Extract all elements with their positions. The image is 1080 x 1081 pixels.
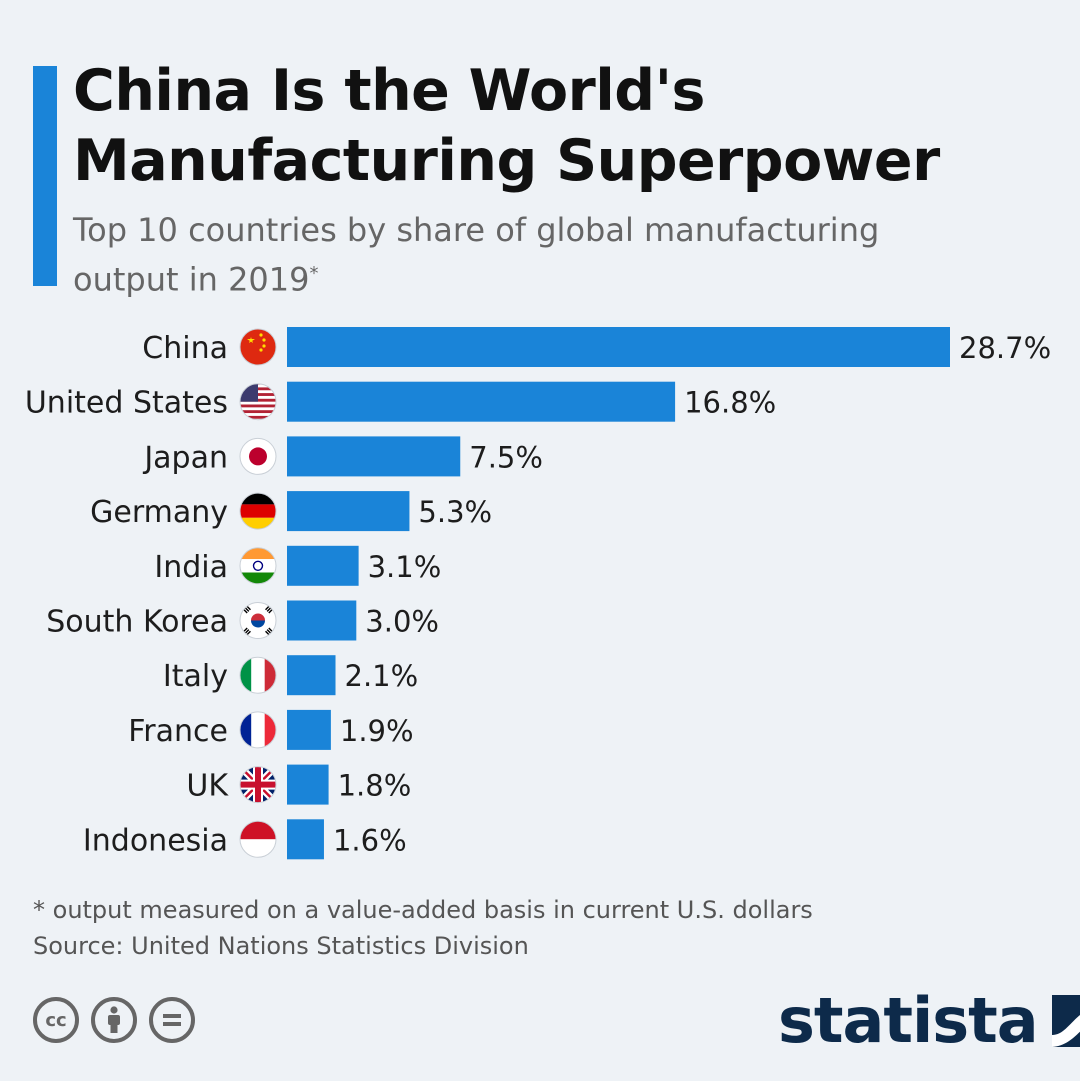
flag-outline: [239, 437, 277, 475]
category-label: Indonesia: [83, 823, 228, 858]
flag-outline: [239, 711, 277, 749]
license-icons: cc: [33, 997, 195, 1043]
flag-outline: [239, 492, 277, 530]
value-label: 1.9%: [340, 714, 414, 748]
bar: [287, 709, 331, 750]
subtitle-text: Top 10 countries by share of global manu…: [73, 211, 880, 299]
category-label: France: [128, 714, 228, 749]
statista-logo-text: statista: [778, 984, 1039, 1057]
chart-title: China Is the World's Manufacturing Super…: [73, 58, 940, 194]
cc-icon[interactable]: cc: [33, 997, 79, 1043]
china-flag-icon: [240, 329, 276, 365]
accent-bar: [33, 66, 57, 286]
category-label: Germany: [90, 495, 228, 530]
statista-mark-icon: [1051, 995, 1080, 1047]
bar: [287, 327, 950, 367]
flag-outline: [239, 820, 277, 858]
category-label: Italy: [163, 659, 228, 694]
usa-flag-icon: [240, 383, 276, 420]
value-label: 5.3%: [418, 495, 492, 529]
attribution-icon[interactable]: [91, 997, 137, 1043]
bar: [287, 819, 324, 860]
category-label: China: [142, 331, 228, 366]
chart-footnotes: * output measured on a value-added basis…: [33, 892, 813, 964]
value-label: 3.0%: [365, 605, 439, 639]
value-label: 3.1%: [368, 550, 442, 584]
germany-flag-icon: [240, 493, 276, 530]
indonesia-flag-icon: [240, 821, 276, 858]
uk-flag-icon: [240, 766, 276, 803]
bar: [287, 491, 410, 532]
india-flag-icon: [240, 547, 276, 584]
bar: [287, 764, 329, 805]
bar: [287, 381, 676, 422]
category-label: India: [154, 550, 228, 585]
category-label: UK: [186, 769, 229, 804]
flag-outline: [239, 602, 277, 639]
bar: [287, 436, 461, 477]
cc-icon-text: cc: [45, 1009, 67, 1031]
equals-icon: [163, 1014, 181, 1026]
bar: [287, 600, 357, 641]
south-korea-flag-icon: [240, 602, 276, 639]
value-label: 1.6%: [333, 823, 407, 857]
value-label: 16.8%: [684, 386, 776, 420]
value-label: 2.1%: [345, 659, 419, 693]
flag-outline: [239, 328, 277, 366]
chart-subtitle: Top 10 countries by share of global manu…: [73, 208, 973, 302]
france-flag-icon: [240, 711, 276, 748]
value-label: 7.5%: [469, 440, 543, 474]
flag-outline: [239, 547, 277, 585]
category-label: Japan: [142, 440, 228, 475]
category-label: South Korea: [46, 605, 228, 640]
no-derivatives-icon[interactable]: [149, 997, 195, 1043]
japan-flag-icon: [240, 438, 276, 475]
bar: [287, 545, 359, 586]
italy-flag-icon: [240, 657, 276, 694]
value-label: 1.8%: [338, 769, 412, 803]
value-label: 28.7%: [959, 331, 1051, 365]
flag-outline: [239, 656, 277, 694]
footnote-source: Source: United Nations Statistics Divisi…: [33, 932, 529, 960]
person-icon: [108, 1006, 120, 1033]
bar-chart: China 28.7% United States 16.8% Japan 7.5% Ger…: [25, 327, 1051, 860]
statista-logo[interactable]: statista: [778, 988, 1080, 1054]
flag-outline: [239, 383, 277, 421]
bar: [287, 655, 336, 696]
footnote-note: * output measured on a value-added basis…: [33, 896, 813, 924]
category-label: United States: [25, 386, 228, 421]
flag-outline: [239, 766, 277, 804]
subtitle-asterisk: *: [309, 263, 319, 284]
